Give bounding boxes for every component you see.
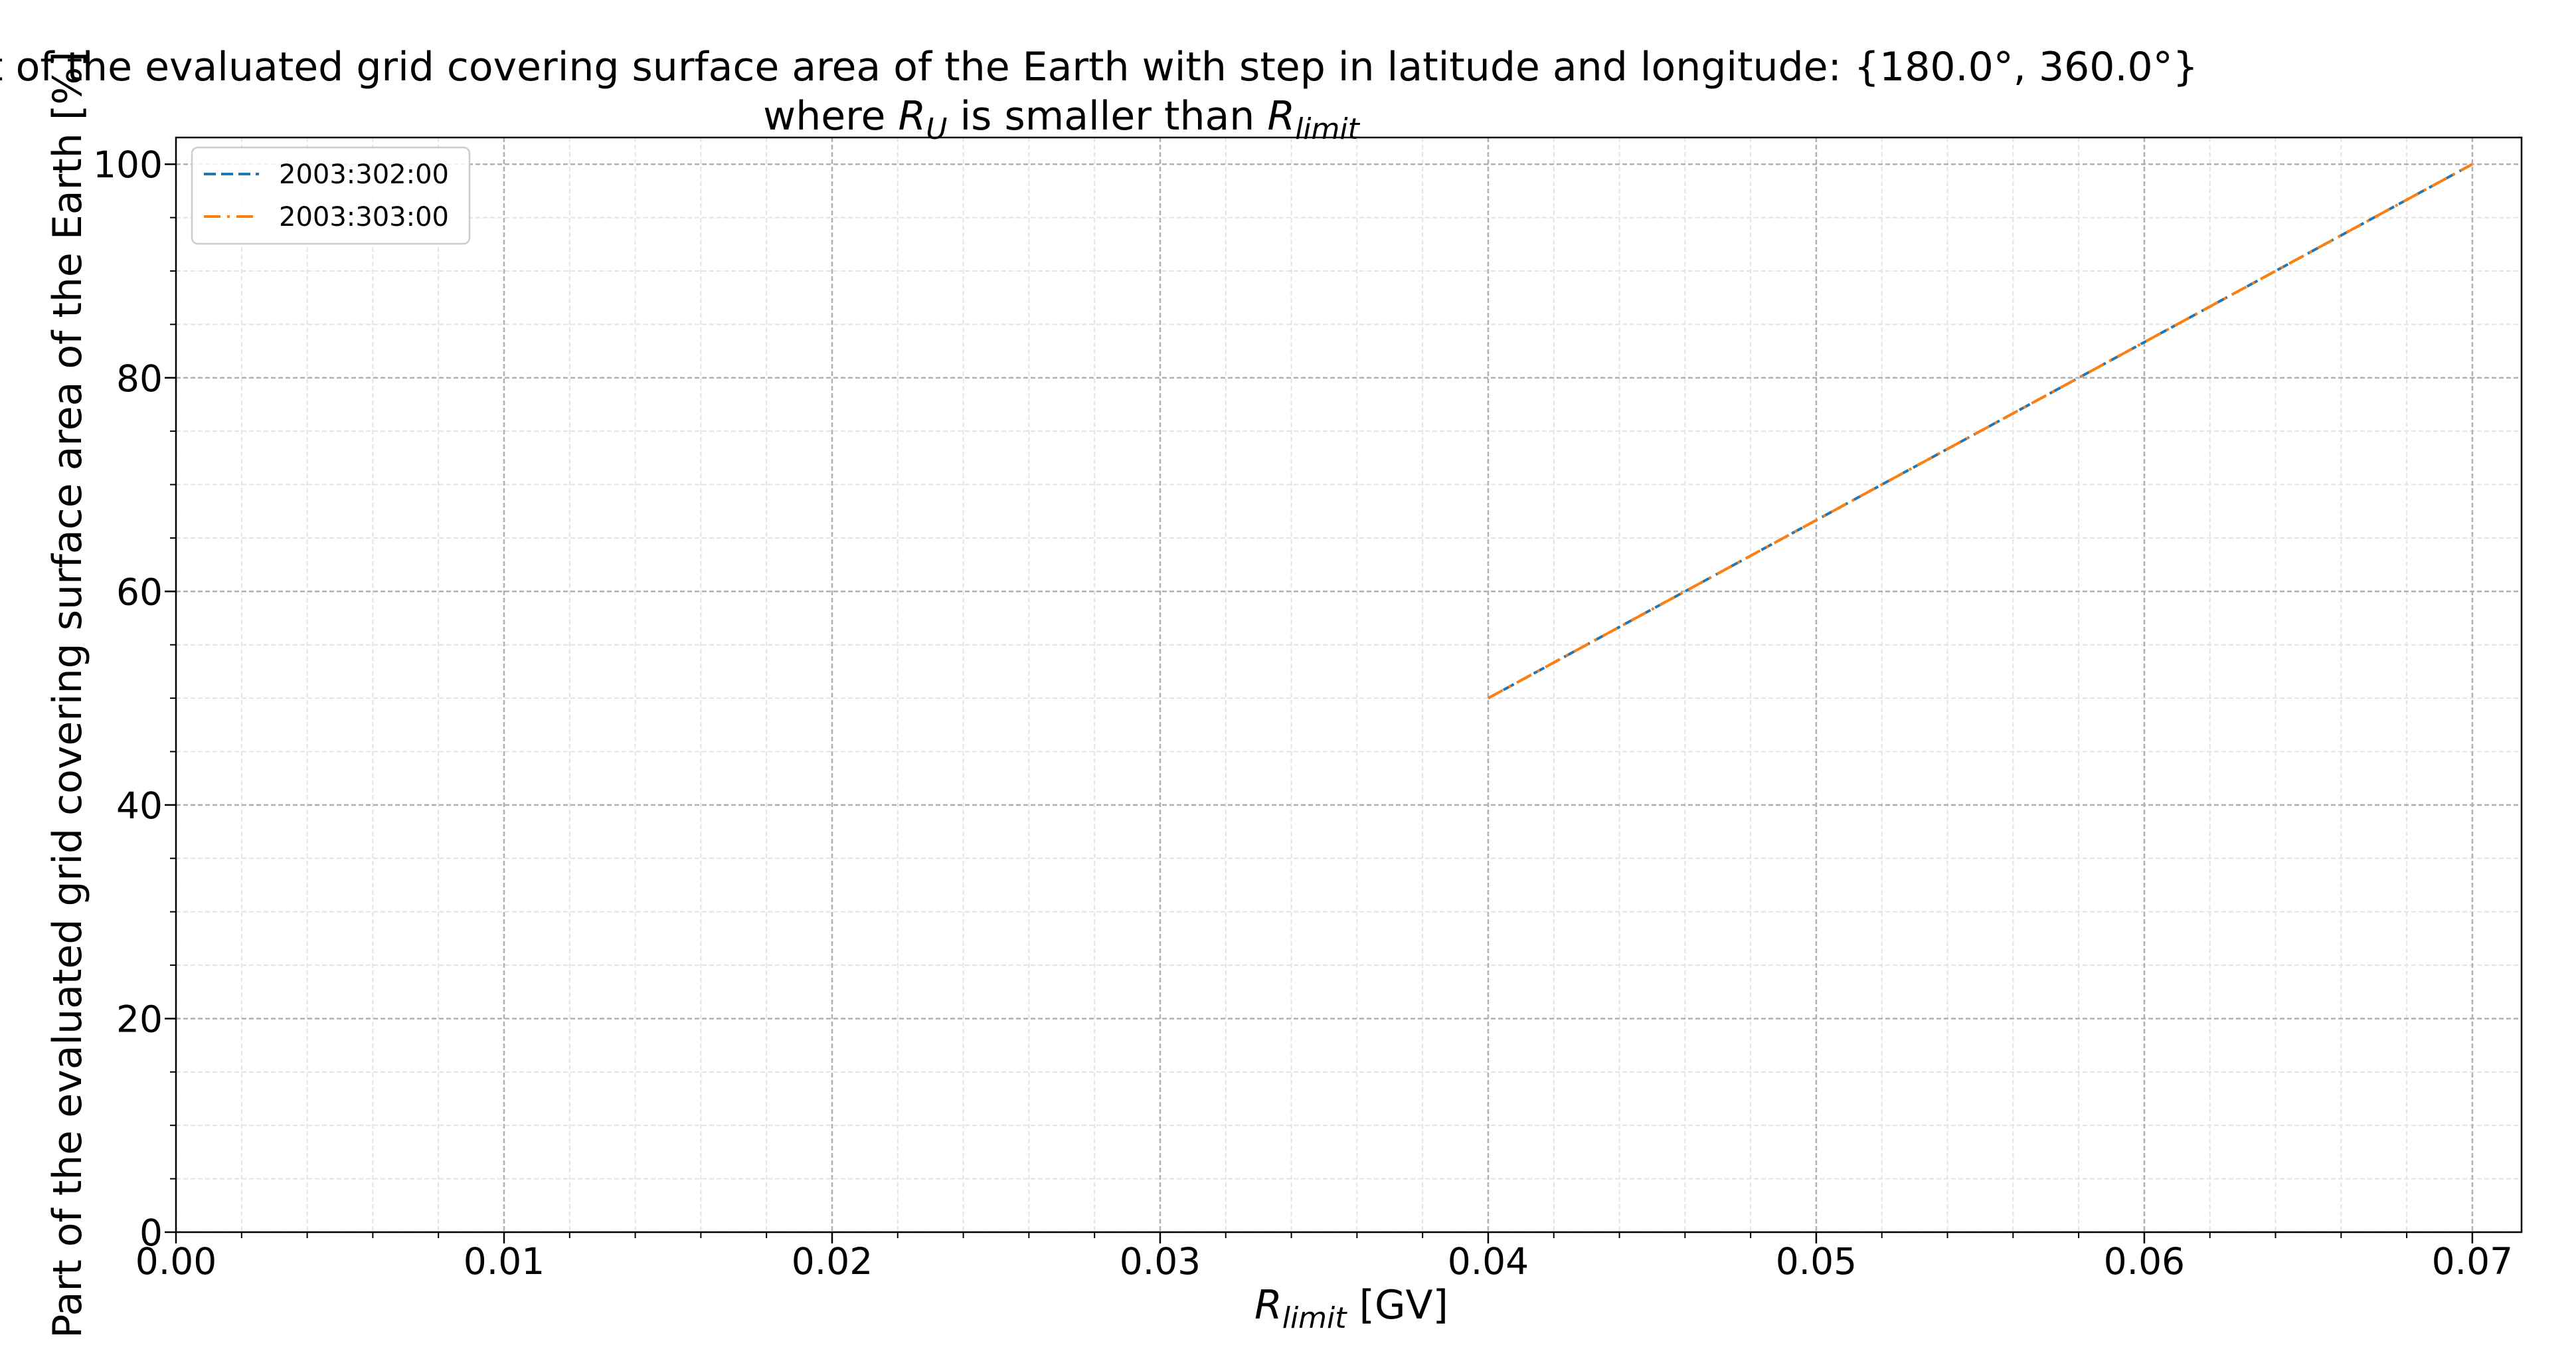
axes-frame [175,136,2523,1233]
legend-items: 2003:302:00 2003:303:00 [204,159,449,232]
y-tick-label: 80 [116,357,163,400]
title-line2-r2-sub: limit [1295,112,1361,146]
minor-ticks [170,217,2408,1238]
x-tick-label: 0.02 [792,1240,873,1283]
y-tick-label: 100 [93,143,163,186]
minor-gridlines [176,137,2522,1232]
legend-box [191,146,471,245]
title-line2-r1: R [898,93,926,139]
chart-title-line2: where RU is smaller than Rlimit [763,93,1360,146]
y-tick-label: 20 [116,998,163,1040]
x-tick-labels: 0.00 0.01 0.02 0.03 0.04 0.05 0.06 0.07 [135,1240,2513,1283]
x-tick-label: 0.00 [135,1240,216,1283]
title-line2-r2: R [1267,93,1295,139]
title-line2-r1-sub: U [926,112,947,146]
y-tick-label: 60 [116,571,163,613]
y-tick-label: 0 [139,1212,163,1254]
legend-label-2: 2003:303:00 [279,202,449,232]
legend: 2003:302:00 2003:303:00 [191,146,471,245]
y-tick-labels: 0 20 40 60 80 100 [93,143,163,1254]
series-layer [1487,163,2473,699]
title-line2-middle: is smaller than [947,93,1267,139]
x-tick-label: 0.01 [464,1240,545,1283]
major-ticks [165,163,2474,1243]
x-axis-label: Rlimit [GV] [1254,1282,1448,1335]
chart-title-line1: Part of the evaluated grid covering surf… [0,44,2198,90]
x-tick-label: 0.05 [1776,1240,1857,1283]
x-tick-label: 0.03 [1120,1240,1201,1283]
x-tick-label: 0.04 [1448,1240,1529,1283]
x-axis-label-symbol: R [1254,1282,1282,1328]
x-axis-label-subscript: limit [1282,1301,1348,1335]
y-tick-label: 40 [116,784,163,827]
x-axis-label-unit: [GV] [1347,1282,1448,1328]
x-tick-label: 0.07 [2432,1240,2513,1283]
legend-label-1: 2003:302:00 [279,159,449,190]
y-axis-label: Part of the evaluated grid covering surf… [44,51,91,1338]
title-line2-before: where [763,93,898,139]
x-tick-label: 0.06 [2104,1240,2185,1283]
series-line-2 [1487,163,2473,699]
plot-area [165,136,2523,1243]
